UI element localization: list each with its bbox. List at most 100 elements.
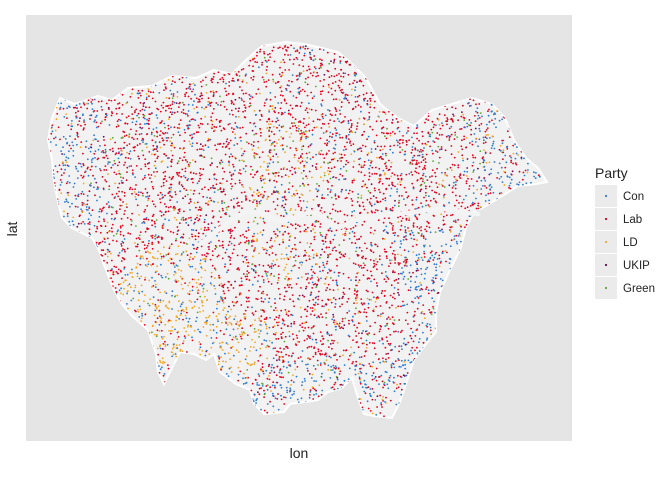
- point-lab: [118, 283, 120, 286]
- point-lab: [329, 212, 331, 215]
- point-lab: [227, 123, 230, 126]
- point-lab: [331, 249, 334, 252]
- point-lab: [162, 139, 165, 142]
- point-lab: [276, 398, 279, 400]
- point-con: [118, 252, 121, 254]
- point-lab: [330, 334, 333, 336]
- point-con: [372, 361, 374, 364]
- point-lab: [271, 252, 274, 254]
- point-lab: [80, 124, 82, 127]
- point-lab: [276, 365, 279, 368]
- point-con: [365, 339, 368, 342]
- point-con: [389, 374, 392, 377]
- point-lab: [283, 195, 286, 198]
- point-lab: [356, 125, 358, 128]
- point-lab: [334, 107, 337, 109]
- point-con: [393, 204, 396, 207]
- point-lab: [214, 248, 217, 250]
- point-ld: [357, 281, 360, 284]
- point-con: [227, 375, 230, 377]
- point-con: [348, 237, 351, 240]
- point-ld: [192, 82, 195, 85]
- point-lab: [262, 370, 264, 373]
- point-lab: [243, 150, 246, 153]
- point-lab: [251, 382, 254, 385]
- point-ld: [168, 307, 170, 310]
- point-lab: [269, 56, 271, 58]
- point-lab: [402, 135, 404, 137]
- point-lab: [92, 174, 94, 177]
- point-green: [292, 265, 295, 268]
- point-ld: [176, 294, 179, 297]
- point-ld: [172, 353, 175, 356]
- point-green: [153, 135, 156, 137]
- point-lab: [198, 192, 201, 195]
- point-lab: [273, 60, 276, 63]
- point-ld: [423, 317, 426, 320]
- point-lab: [477, 202, 480, 205]
- point-lab: [424, 121, 426, 124]
- point-lab: [333, 58, 336, 61]
- point-lab: [346, 94, 349, 97]
- point-lab: [167, 137, 170, 139]
- point-ukip: [488, 173, 491, 176]
- point-con: [492, 191, 495, 194]
- point-ld: [185, 306, 188, 309]
- point-lab: [276, 204, 279, 207]
- point-ld: [217, 363, 220, 366]
- point-lab: [177, 229, 180, 232]
- point-con: [196, 316, 198, 319]
- point-con: [271, 263, 273, 265]
- point-ld: [177, 268, 180, 271]
- point-lab: [187, 115, 189, 117]
- point-green: [141, 149, 144, 152]
- point-ld: [424, 244, 427, 247]
- point-lab: [450, 153, 453, 156]
- point-con: [286, 389, 288, 392]
- point-con: [370, 151, 373, 154]
- point-con: [355, 73, 358, 76]
- point-con: [455, 240, 458, 243]
- point-con: [535, 172, 537, 174]
- point-ld: [134, 286, 137, 289]
- point-lab: [323, 251, 326, 253]
- point-lab: [332, 289, 335, 291]
- point-con: [403, 198, 405, 201]
- point-lab: [162, 374, 165, 377]
- point-lab: [215, 102, 218, 104]
- point-ld: [278, 321, 281, 323]
- point-ld: [378, 116, 380, 118]
- point-con: [497, 172, 499, 174]
- point-ld: [228, 317, 230, 319]
- point-lab: [293, 305, 295, 308]
- point-con: [291, 74, 294, 76]
- point-lab: [220, 216, 222, 219]
- point-lab: [120, 245, 123, 247]
- point-con: [145, 217, 148, 219]
- point-ld: [327, 368, 330, 371]
- point-lab: [430, 181, 433, 184]
- point-con: [110, 206, 113, 208]
- point-lab: [157, 155, 159, 158]
- point-lab: [369, 97, 372, 100]
- point-lab: [281, 144, 284, 147]
- point-con: [351, 320, 354, 323]
- point-lab: [335, 132, 338, 135]
- point-lab: [277, 337, 280, 340]
- point-lab: [501, 139, 504, 142]
- point-lab: [321, 122, 324, 125]
- point-lab: [253, 141, 255, 143]
- point-lab: [115, 125, 118, 128]
- point-con: [107, 163, 109, 165]
- point-ld: [294, 368, 297, 371]
- point-lab: [348, 63, 351, 66]
- point-lab: [428, 226, 431, 229]
- point-lab: [440, 148, 443, 151]
- point-lab: [258, 156, 261, 159]
- point-con: [206, 196, 209, 199]
- point-con: [527, 169, 529, 171]
- point-ld: [512, 152, 515, 155]
- point-lab: [454, 131, 456, 134]
- point-lab: [337, 195, 340, 198]
- point-con: [514, 157, 517, 160]
